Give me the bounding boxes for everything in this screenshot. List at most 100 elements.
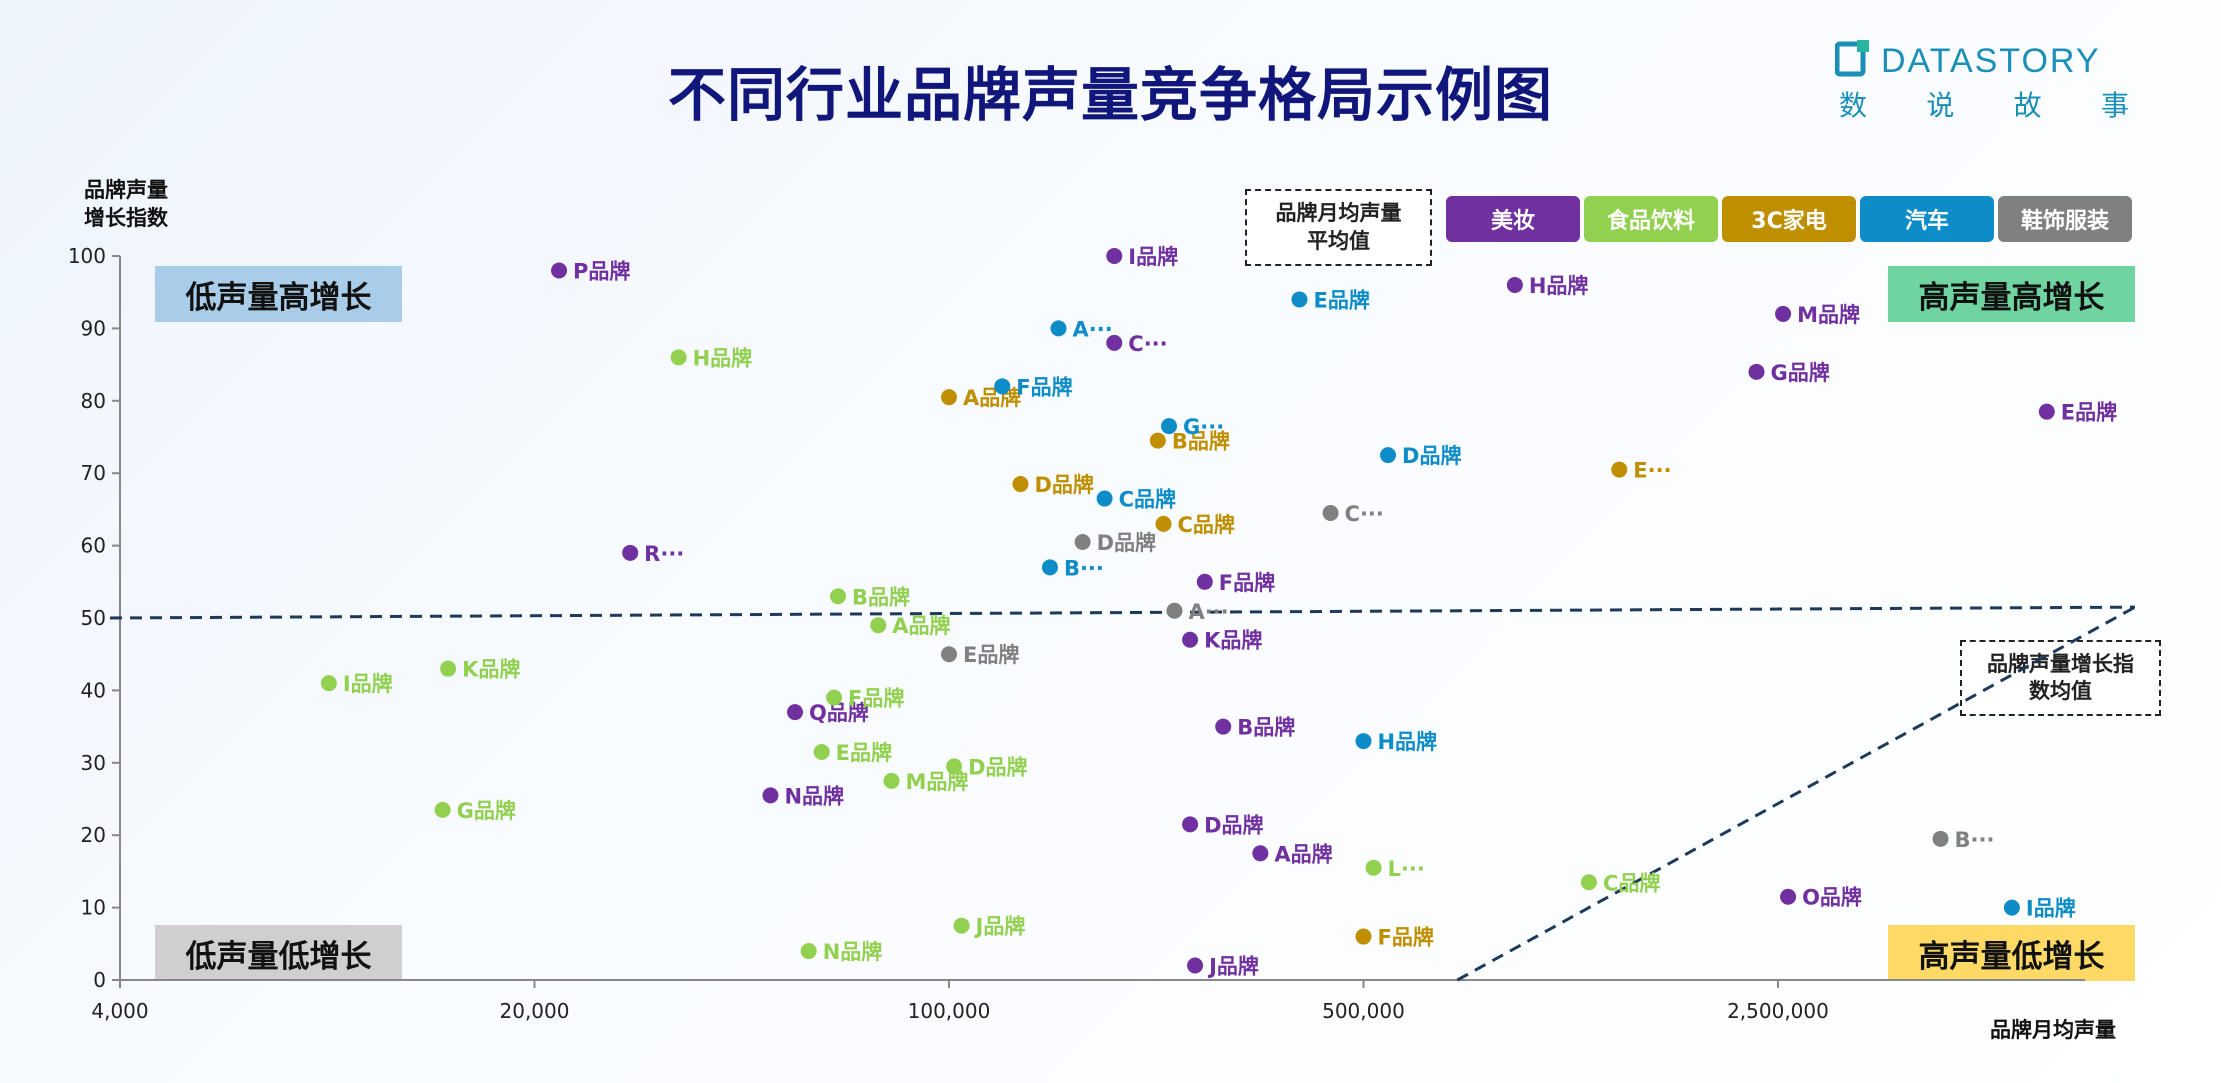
data-point (1012, 476, 1029, 493)
data-label: E··· (1633, 459, 1671, 483)
data-label: F品牌 (1016, 375, 1072, 399)
data-point (1380, 447, 1397, 464)
data-point (1182, 631, 1199, 648)
data-point (940, 389, 957, 406)
data-point (2038, 403, 2055, 420)
x-tick-label: 20,000 (500, 999, 570, 1023)
logo-word: DATASTORY (1881, 42, 2101, 80)
data-point (2003, 899, 2020, 916)
y-tick-label: 40 (81, 678, 106, 702)
data-label: M品牌 (906, 770, 969, 794)
data-label: M品牌 (1797, 303, 1860, 327)
data-point (1106, 248, 1123, 264)
data-point (1252, 845, 1269, 862)
legend-item-food[interactable]: 食品饮料 (1584, 196, 1718, 242)
data-label: J品牌 (1207, 955, 1259, 979)
legend: 美妆 食品饮料 3C家电 汽车 鞋饰服装 (1446, 196, 2132, 242)
data-label: I品牌 (1128, 245, 1178, 269)
data-point (1166, 602, 1183, 619)
data-label: I品牌 (2026, 897, 2076, 921)
data-label: K品牌 (1204, 629, 1262, 653)
data-point (1355, 928, 1372, 945)
quadrant-bottom-left: 低声量低增长 (155, 925, 402, 981)
x-tick-label: 2,500,000 (1727, 999, 1829, 1023)
data-label: D品牌 (968, 755, 1027, 779)
y-tick-label: 100 (68, 244, 106, 268)
data-label: P品牌 (573, 259, 630, 283)
datastory-logo: DATASTORY 数 说 故 事 (1835, 38, 2135, 122)
data-label: L··· (1388, 857, 1425, 881)
data-point (1106, 334, 1123, 351)
data-point (940, 646, 957, 663)
chart-title: 不同行业品牌声量竞争格局示例图 (667, 61, 1553, 129)
logo-cn-char: 故 (2013, 89, 2042, 122)
avg-growth-note: 品牌声量增长指 数均值 (1960, 640, 2161, 716)
data-label: A品牌 (1274, 842, 1332, 866)
data-label: K品牌 (462, 658, 520, 682)
data-label: C··· (1345, 502, 1384, 526)
legend-item-beauty[interactable]: 美妆 (1446, 196, 1580, 242)
data-label: N品牌 (823, 940, 883, 964)
y-tick-label: 60 (81, 534, 106, 558)
quadrant-top-right: 高声量高增长 (1888, 266, 2135, 322)
data-point (813, 743, 830, 760)
data-point (320, 675, 337, 692)
data-point (1775, 305, 1792, 322)
legend-item-apparel[interactable]: 鞋饰服装 (1998, 196, 2132, 242)
data-point (1155, 515, 1172, 532)
data-point (1355, 733, 1372, 750)
data-point (551, 262, 568, 279)
data-label: E品牌 (836, 741, 892, 765)
data-label: A··· (1073, 317, 1113, 341)
data-label: D品牌 (1097, 531, 1156, 555)
data-label: G··· (1183, 415, 1224, 439)
data-label: N品牌 (784, 784, 844, 808)
y-axis-title-text: 品牌声量 增长指数 (84, 178, 168, 231)
data-label: G品牌 (457, 799, 516, 823)
data-point (1182, 816, 1199, 833)
data-point (1291, 291, 1308, 308)
data-point (1096, 490, 1113, 507)
data-point (826, 689, 843, 706)
legend-item-3c[interactable]: 3C家电 (1722, 196, 1856, 242)
data-point (1780, 888, 1797, 905)
data-label: B品牌 (1237, 716, 1295, 740)
y-tick-label: 50 (81, 606, 106, 630)
x-axis-title: 品牌月均声量 (1990, 1018, 2116, 1042)
data-label: H品牌 (1529, 274, 1589, 298)
data-label: Q品牌 (809, 701, 869, 725)
data-point (1506, 276, 1523, 293)
data-label: B品牌 (852, 585, 910, 609)
y-tick-label: 90 (81, 316, 106, 340)
data-label: A··· (1188, 600, 1228, 624)
data-point (953, 917, 970, 934)
data-label: J品牌 (974, 915, 1026, 939)
data-label: D品牌 (1204, 813, 1263, 837)
data-point (1161, 418, 1178, 435)
data-label: E品牌 (2061, 401, 2117, 425)
avg-growth-note-text: 品牌声量增长指 数均值 (1987, 651, 2134, 703)
data-label: A品牌 (963, 386, 1021, 410)
y-tick-label: 30 (81, 751, 106, 775)
data-point (622, 544, 639, 561)
y-tick-label: 20 (81, 823, 106, 847)
legend-item-auto[interactable]: 汽车 (1860, 196, 1994, 242)
data-label: H品牌 (693, 346, 753, 370)
data-point (787, 704, 804, 721)
x-tick-label: 500,000 (1322, 999, 1405, 1023)
data-label: D品牌 (1402, 444, 1461, 468)
data-label: F品牌 (848, 687, 904, 711)
y-tick-label: 80 (81, 389, 106, 413)
data-label: C品牌 (1603, 871, 1660, 895)
volume-average-line (1456, 605, 2136, 982)
data-label: H品牌 (1377, 730, 1437, 754)
data-point (1196, 573, 1213, 590)
data-point (800, 943, 817, 960)
data-point (1322, 505, 1339, 522)
data-point (1611, 461, 1628, 478)
growth-average-line (109, 605, 2136, 620)
data-label: E品牌 (1313, 288, 1369, 312)
y-axis-title: 品牌声量 增长指数 (84, 176, 168, 233)
data-point (1041, 559, 1058, 576)
datastory-logo-icon (1835, 40, 1869, 77)
